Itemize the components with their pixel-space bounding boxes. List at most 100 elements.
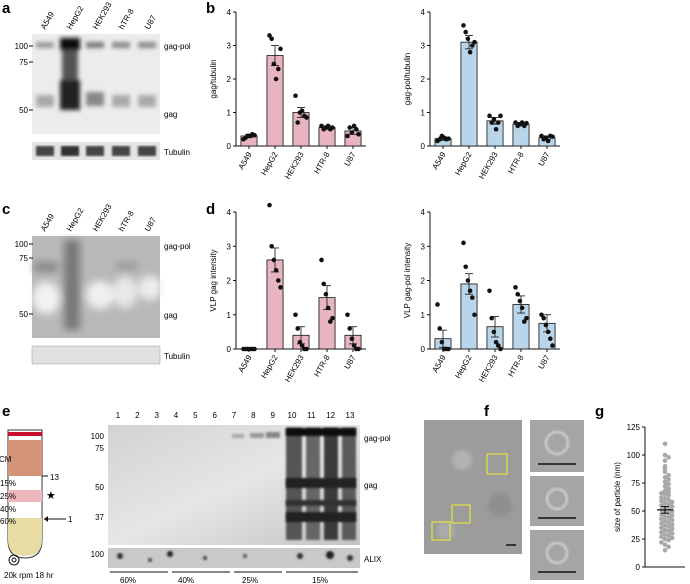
x-tick-label: HTR-8	[312, 150, 332, 175]
data-point	[662, 479, 668, 485]
data-point	[491, 116, 497, 122]
data-point	[252, 346, 257, 352]
sucrose-label: 15%	[312, 576, 328, 584]
x-tick-label: HEK293	[283, 150, 306, 181]
gradient-blot: 1 2 3 4 5 6 7 8 9 10 11 12 13 100 75 50 37 gag-pol g…	[91, 411, 391, 584]
y-tick-label: 4	[421, 8, 426, 17]
y-tick-label: 0	[421, 345, 426, 354]
data-point	[539, 133, 544, 139]
data-point	[349, 130, 355, 135]
data-point	[351, 343, 357, 348]
panel-label-f: f	[484, 403, 490, 420]
data-point	[519, 305, 525, 311]
marker-label: 100	[15, 42, 29, 51]
data-point	[498, 346, 503, 352]
blot-c: A549 HepG2 HEK293 hTR-8 U87 100 75 50 ga…	[15, 202, 191, 365]
fraction-label: 11	[307, 411, 316, 420]
y-tick-label: 1	[421, 311, 426, 320]
y-axis-label: VLP gag intensity	[209, 249, 218, 311]
fraction-label: 12	[326, 411, 335, 420]
y-tick-label: 4	[227, 8, 232, 17]
tube-label-15: 15%	[0, 479, 16, 488]
marker-label: 75	[19, 58, 28, 67]
data-point	[304, 346, 309, 352]
x-tick-label: HepG2	[453, 150, 474, 177]
x-tick-label: HTR-8	[312, 353, 332, 378]
fraction-label: 2	[135, 411, 140, 420]
data-point	[328, 319, 333, 324]
data-point	[662, 523, 668, 528]
data-point	[465, 278, 471, 283]
em-box	[486, 453, 508, 475]
fraction-label: 1	[116, 411, 121, 420]
marker-label: 37	[95, 513, 104, 522]
data-point	[666, 472, 671, 478]
data-point	[493, 126, 499, 132]
tube-layer-25	[8, 490, 42, 502]
fraction-label: 5	[193, 411, 198, 420]
data-point	[267, 202, 272, 208]
lane-label: hTR-8	[117, 7, 136, 31]
y-axis-label: VLP gag-pol intensity	[403, 243, 412, 318]
data-point	[319, 123, 324, 129]
x-tick-label: U87	[343, 353, 358, 371]
data-point	[461, 240, 466, 246]
x-tick-label: A549	[431, 353, 448, 374]
data-point	[347, 326, 353, 331]
data-point	[662, 518, 668, 524]
data-point	[659, 525, 664, 531]
spin-icon	[8, 554, 20, 566]
data-point	[472, 312, 477, 318]
data-point	[513, 285, 518, 290]
fraction-label: 10	[288, 411, 297, 420]
y-tick-label: 100	[627, 451, 641, 460]
fraction-label: 7	[232, 411, 237, 420]
data-point	[659, 521, 664, 526]
data-point	[659, 495, 664, 500]
data-point	[666, 533, 671, 538]
data-point	[491, 329, 497, 335]
spin-label: 20k rpm 18 hr	[4, 571, 54, 580]
tube-fraction-top: 13	[50, 473, 59, 482]
data-point	[666, 493, 671, 498]
data-point	[347, 125, 353, 130]
data-point	[662, 536, 668, 542]
bar	[512, 123, 530, 147]
data-point	[267, 33, 272, 38]
data-point	[295, 120, 301, 125]
x-tick-label: HTR-8	[506, 150, 526, 175]
data-point	[659, 498, 664, 504]
data-point	[319, 257, 324, 263]
blot-a-lane-labels: A549 HepG2 HEK293 hTR-8 U87	[39, 0, 158, 31]
data-point	[541, 315, 546, 321]
band-label-gag-pol: gag-pol	[164, 42, 191, 51]
data-point	[304, 115, 309, 120]
blot-a: A549 HepG2 HEK293 hTR-8 U87	[15, 0, 191, 160]
sucrose-label: 60%	[120, 576, 136, 584]
x-tick-label: HEK293	[477, 353, 500, 384]
data-point	[437, 326, 443, 331]
fraction-label: 9	[270, 411, 275, 420]
fraction-label: 6	[212, 411, 217, 420]
y-tick-label: 125	[627, 423, 641, 432]
data-point	[666, 515, 671, 521]
data-point	[325, 305, 331, 311]
data-point	[299, 343, 305, 348]
loading-label-tubulin: Tubulin	[164, 352, 190, 361]
data-point	[669, 531, 675, 536]
data-point	[669, 499, 675, 505]
marker-label: 50	[95, 483, 104, 492]
data-point	[669, 513, 675, 518]
data-point	[662, 469, 668, 475]
tube-label-40: 40%	[0, 505, 16, 514]
tube-fraction-bottom: 1	[68, 515, 73, 524]
x-tick-label: HTR-8	[506, 353, 526, 378]
data-point	[435, 302, 440, 307]
sucrose-label: 40%	[178, 576, 194, 584]
y-tick-label: 4	[421, 208, 426, 217]
panel-label-b: b	[206, 0, 215, 17]
lane-label: HepG2	[65, 4, 86, 31]
data-point	[659, 534, 664, 540]
marker-label: 100	[15, 240, 29, 249]
data-point	[659, 540, 664, 545]
